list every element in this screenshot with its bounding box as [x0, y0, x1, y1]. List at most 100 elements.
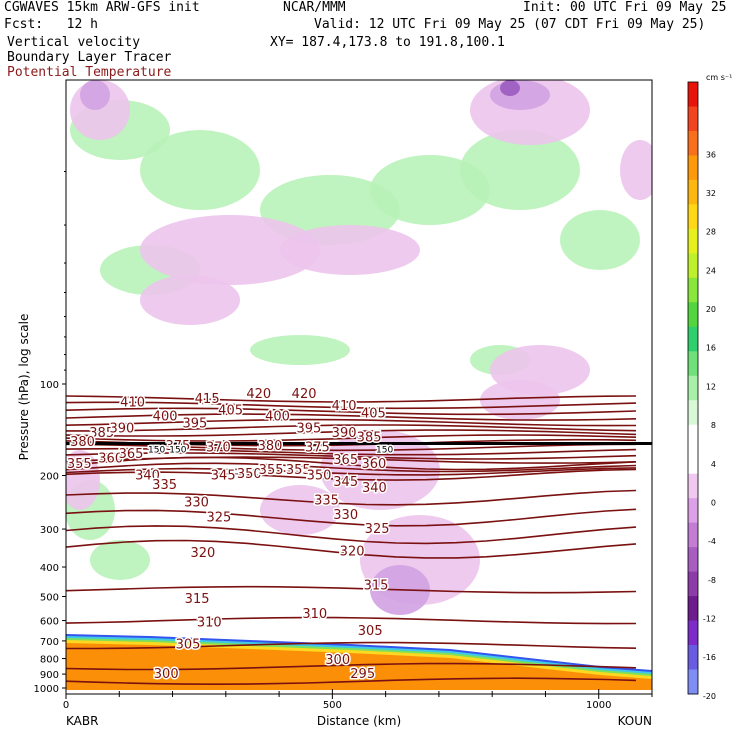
theta-label: 360 — [361, 457, 386, 472]
colorbar-label: 24 — [706, 266, 716, 275]
vvel-region — [250, 335, 350, 365]
theta-label: 355 — [286, 463, 311, 478]
colorbar-swatch — [688, 82, 698, 107]
theta-label: 365 — [119, 447, 144, 462]
colorbar-swatch — [688, 449, 698, 475]
colorbar-swatch — [688, 351, 698, 377]
colorbar-swatch — [688, 400, 698, 426]
colorbar-swatch — [688, 228, 698, 254]
theta-label: 395 — [182, 417, 207, 432]
endpoint-left: KABR — [66, 714, 98, 728]
theta-label: 355 — [259, 463, 284, 478]
y-tick-label: 500 — [40, 592, 59, 603]
x-tick-label: 500 — [323, 700, 342, 711]
y-tick-label: 400 — [40, 563, 59, 574]
header-xy: XY= 187.4,173.8 to 191.8,100.1 — [270, 35, 505, 50]
theta-label: 405 — [361, 407, 386, 422]
colorbar: 36 32 28 24 20 16 12 8 4 0 -4 -8 -12 -16 -20 — [687, 81, 716, 701]
endpoint-right: KOUN — [618, 714, 652, 728]
theta-contour — [66, 616, 637, 625]
theta-contour — [66, 429, 637, 437]
theta-contour — [66, 418, 637, 427]
theta-label: 390 — [332, 426, 357, 441]
theta-label: 310 — [302, 607, 327, 622]
colorbar-swatch — [688, 277, 698, 303]
theta-contour — [66, 525, 637, 545]
theta-label: 420 — [246, 387, 271, 402]
theta-contour — [66, 677, 637, 686]
theta-label: 305 — [358, 624, 383, 639]
y-tick-label: 300 — [40, 525, 59, 536]
theta-label: 340 — [362, 481, 387, 496]
y-tick-label: 600 — [40, 617, 59, 628]
theta-contour — [66, 662, 637, 671]
theta-contour — [66, 585, 637, 594]
colorbar-swatch — [688, 204, 698, 230]
y-tick-label: 200 — [40, 472, 59, 483]
theta-label: 380 — [70, 435, 95, 450]
colorbar-swatch — [688, 424, 698, 450]
theta-contour — [66, 424, 637, 432]
theta-label: 295 — [350, 667, 375, 682]
vvel-region — [140, 130, 260, 210]
y-tick-label: 700 — [40, 637, 59, 648]
plot-frame — [65, 79, 653, 695]
theta-label: 345 — [211, 469, 236, 484]
theta-label: 355 — [67, 457, 92, 472]
theta-contour — [66, 434, 637, 442]
colorbar-swatch — [688, 645, 698, 670]
theta-label: 330 — [333, 508, 358, 523]
vvel-region — [480, 380, 560, 420]
colorbar-swatch — [688, 155, 698, 181]
theta-contour — [66, 456, 637, 464]
theta-label: 325 — [206, 511, 231, 526]
theta-label: 335 — [314, 494, 339, 509]
theta-contour — [66, 641, 637, 650]
theta-label: 150 — [376, 446, 393, 456]
colorbar-swatch — [688, 498, 698, 524]
theta-label: 375 — [305, 441, 330, 456]
theta-label: 315 — [364, 579, 389, 594]
theta-label: 410 — [332, 399, 357, 414]
colorbar-swatch — [688, 547, 698, 572]
theta-label: 350 — [307, 469, 332, 484]
field-label-vertical-velocity: Vertical velocity — [7, 35, 141, 50]
colorbar-swatch — [688, 302, 698, 328]
theta-label: 385 — [89, 426, 114, 441]
colorbar-label: 12 — [706, 382, 716, 391]
y-tick-label: 900 — [40, 670, 59, 681]
y-axis-label: Pressure (hPa), log scale — [17, 314, 31, 461]
vvel-region — [280, 225, 420, 275]
theta-label: 385 — [357, 431, 382, 446]
colorbar-label: -8 — [708, 576, 716, 585]
theta-label: 400 — [153, 410, 178, 425]
vvel-region — [460, 130, 580, 210]
colorbar-swatch — [688, 106, 698, 132]
theta-label: 345 — [333, 475, 358, 490]
colorbar-label: -20 — [703, 692, 716, 701]
colorbar-swatch — [688, 326, 698, 352]
theta-label: 375 — [165, 439, 190, 454]
header-forecast: Fcst: 12 h — [4, 17, 98, 32]
colorbar-label: 36 — [706, 150, 716, 159]
theta-contour — [66, 447, 637, 456]
theta-contour — [66, 395, 637, 403]
theta-contour — [66, 468, 637, 481]
colorbar-label: -12 — [703, 615, 716, 624]
colorbar-swatch — [688, 620, 698, 646]
colorbar-swatch — [688, 571, 698, 597]
colorbar-frame — [687, 81, 699, 695]
theta-contour — [66, 443, 637, 452]
colorbar-label: 16 — [706, 344, 716, 353]
theta-contour — [66, 407, 637, 416]
theta-label: 390 — [109, 421, 134, 436]
theta-label: 400 — [265, 410, 290, 425]
theta-label: 320 — [340, 544, 365, 559]
theta-contour — [66, 489, 637, 506]
vvel-region — [80, 80, 110, 110]
header-model: CGWAVES 15km ARW-GFS init — [4, 0, 200, 15]
header-init: Init: 00 UTC Fri 09 May 25 — [523, 0, 727, 15]
theta-label: 315 — [185, 592, 210, 607]
theta-label: 300 — [154, 667, 179, 682]
